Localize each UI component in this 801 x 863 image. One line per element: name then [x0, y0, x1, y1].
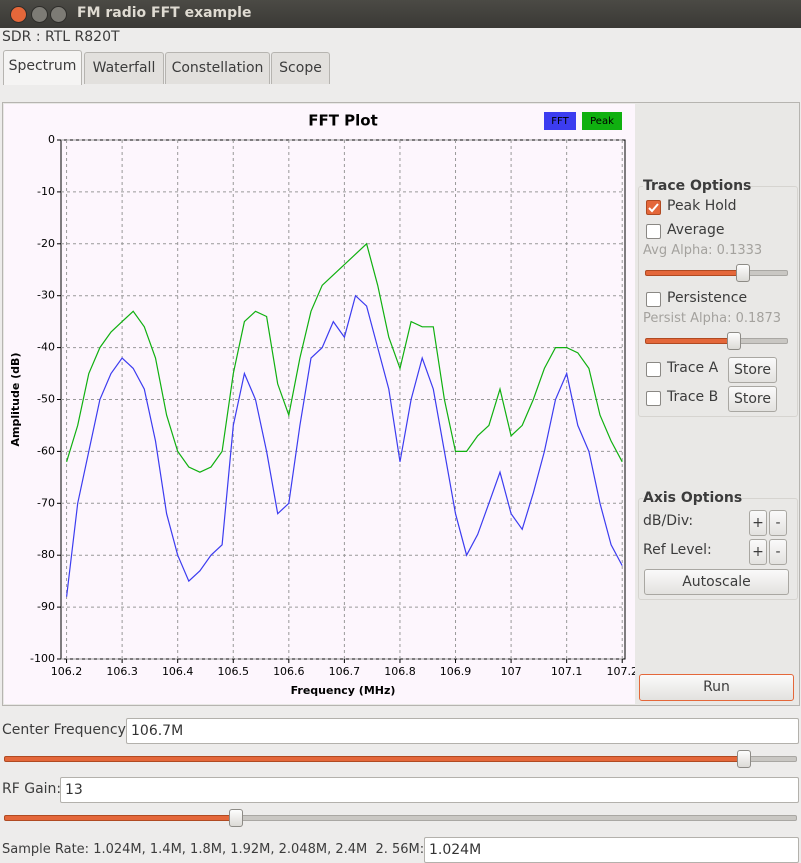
- slider-knob[interactable]: [736, 264, 750, 282]
- x-tick-label: 106.3: [106, 665, 138, 678]
- tab[interactable]: Spectrum: [3, 50, 82, 85]
- checkbox[interactable]: [646, 292, 661, 307]
- tab[interactable]: Scope: [271, 52, 330, 84]
- store-button[interactable]: Store: [728, 357, 777, 383]
- slider-track: [645, 270, 743, 276]
- persist-alpha-label: Persist Alpha: 0.1873: [643, 311, 782, 326]
- series-line: [66, 294, 623, 597]
- sdr-label: SDR : RTL R820T: [2, 29, 120, 45]
- slider-track: [744, 756, 797, 762]
- y-tick-label: -60: [37, 444, 55, 457]
- group-title: Axis Options: [643, 490, 743, 506]
- minus-button[interactable]: -: [769, 510, 787, 536]
- slider-knob[interactable]: [737, 750, 751, 768]
- x-tick-label: 106.6: [273, 665, 305, 678]
- chart-title: FFT Plot: [308, 112, 378, 130]
- slider-track: [4, 815, 235, 821]
- x-tick-label: 106.5: [218, 665, 250, 678]
- legend-label: Peak: [590, 116, 614, 127]
- checkbox-label: Persistence: [667, 290, 748, 306]
- x-tick-label: 106.9: [440, 665, 472, 678]
- y-tick-label: -70: [37, 496, 55, 509]
- x-tick-label: 107.2: [606, 665, 635, 678]
- y-axis-label: Amplitude (dB): [9, 353, 22, 447]
- y-tick-label: -50: [37, 393, 55, 406]
- autoscale-button[interactable]: Autoscale: [644, 569, 789, 595]
- y-tick-label: -40: [37, 341, 55, 354]
- x-tick-label: 107: [501, 665, 522, 678]
- run-button[interactable]: Run: [639, 674, 794, 701]
- rf-gain-input[interactable]: 13: [60, 777, 799, 803]
- plus-button[interactable]: +: [749, 510, 767, 536]
- slider-track: [4, 756, 744, 762]
- checkbox-label: Average: [667, 222, 725, 238]
- checkbox[interactable]: [646, 224, 661, 239]
- minimize-button[interactable]: [31, 6, 48, 23]
- checkbox[interactable]: [646, 362, 661, 377]
- title-bar: [0, 0, 801, 28]
- x-tick-label: 106.2: [51, 665, 83, 678]
- x-tick-label: 106.8: [384, 665, 416, 678]
- slider-track: [645, 338, 734, 344]
- minus-button[interactable]: -: [769, 539, 787, 565]
- slider-knob[interactable]: [229, 809, 243, 827]
- tab[interactable]: Waterfall: [84, 52, 164, 84]
- sample-rate-label: Sample Rate: 1.024M, 1.4M, 1.8M, 1.92M, …: [2, 842, 425, 857]
- checkbox-label: Peak Hold: [667, 198, 737, 214]
- x-tick-label: 107.1: [551, 665, 583, 678]
- y-tick-label: -30: [37, 289, 55, 302]
- db-div-label: dB/Div:: [643, 513, 694, 529]
- center-frequency-label: Center Frequency:: [2, 722, 130, 738]
- rf-gain-label: RF Gain:: [2, 781, 62, 797]
- y-tick-label: -90: [37, 600, 55, 613]
- legend-swatch: [582, 112, 622, 130]
- x-tick-label: 106.4: [162, 665, 194, 678]
- avg-alpha-label: Avg Alpha: 0.1333: [643, 243, 763, 258]
- x-axis-label: Frequency (MHz): [291, 684, 396, 697]
- slider-track: [734, 338, 788, 344]
- y-tick-label: -10: [37, 185, 55, 198]
- store-button[interactable]: Store: [728, 386, 777, 412]
- close-button[interactable]: [10, 6, 27, 23]
- y-tick-label: -100: [30, 652, 55, 665]
- center-frequency-input[interactable]: 106.7M: [126, 718, 799, 744]
- window-title: FM radio FFT example: [77, 5, 252, 21]
- slider-track: [236, 815, 797, 821]
- y-tick-label: 0: [48, 133, 55, 146]
- group-title: Trace Options: [643, 178, 752, 194]
- x-tick-label: 106.7: [329, 665, 361, 678]
- slider-knob[interactable]: [727, 332, 741, 350]
- checkbox[interactable]: [646, 200, 661, 215]
- check-mark: [648, 203, 659, 213]
- checkbox-label: Trace A: [667, 360, 719, 376]
- maximize-button[interactable]: [50, 6, 67, 23]
- legend-label: FFT: [551, 116, 569, 127]
- legend-swatch: [544, 112, 576, 130]
- sample-rate-input[interactable]: 1.024M: [424, 837, 799, 863]
- plus-button[interactable]: +: [749, 539, 767, 565]
- checkbox[interactable]: [646, 391, 661, 406]
- tab[interactable]: Constellation: [165, 52, 270, 84]
- y-tick-label: -80: [37, 548, 55, 561]
- series-line: [66, 242, 623, 473]
- ref-level-label: Ref Level:: [643, 542, 712, 558]
- checkbox-label: Trace B: [667, 389, 719, 405]
- y-tick-label: -20: [37, 237, 55, 250]
